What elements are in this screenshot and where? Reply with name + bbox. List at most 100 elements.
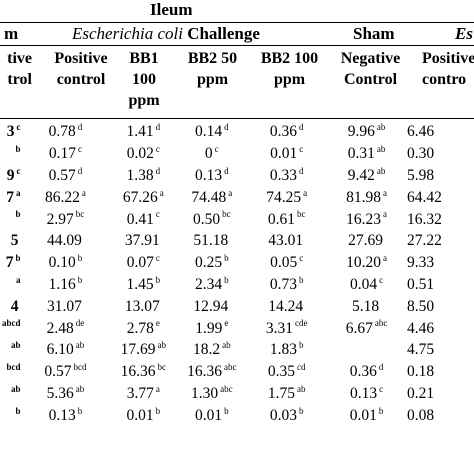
- table-cell: 0.17 c: [21, 143, 111, 165]
- table-cell: 6.46: [407, 121, 474, 143]
- cell-superscript: abc: [220, 383, 233, 394]
- cell-value: 3.31: [265, 319, 293, 337]
- cell-value: 1.41: [126, 123, 154, 141]
- cell-superscript: a: [228, 187, 233, 198]
- table-cell: 2.97 bc: [21, 208, 111, 230]
- cell-value: 0.33: [269, 166, 297, 184]
- cell-value: 7: [5, 254, 14, 272]
- cell-value: 16.36: [187, 363, 222, 381]
- cell-superscript: a: [383, 253, 388, 264]
- cell-value: 1.38: [126, 166, 154, 184]
- cell-superscript: c: [379, 383, 384, 394]
- cell-value: 9.33: [407, 254, 435, 272]
- group-rule: [0, 45, 474, 46]
- cell-superscript: a: [16, 274, 21, 285]
- cell-superscript: b: [299, 274, 304, 285]
- cell-superscript: e: [224, 318, 229, 329]
- table-cell: 0.35 cd: [247, 361, 326, 383]
- cell-superscript: a: [383, 209, 388, 220]
- table-cell: 43.01: [247, 230, 326, 252]
- cell-value: 0.50: [192, 210, 221, 228]
- cell-value: 0.73: [269, 275, 297, 293]
- cell-value: 31.07: [47, 297, 82, 315]
- table-cell: 0.57 bcd: [21, 361, 111, 383]
- cell-value: 0.01: [194, 406, 223, 424]
- cell-value: 5: [10, 232, 19, 250]
- cell-value: 0.61: [267, 210, 295, 228]
- cell-value: 27.69: [348, 232, 384, 250]
- cell-superscript: ab: [11, 383, 21, 394]
- table-cell: 0.78 d: [21, 121, 111, 143]
- table-cell: 0.25 b: [176, 252, 247, 274]
- table-cell: [247, 426, 326, 448]
- table-cell: 86.22 a: [21, 186, 111, 208]
- cell-superscript: d: [224, 122, 229, 133]
- table-cell: 0.61 bc: [247, 208, 326, 230]
- cell-value: 74.48: [191, 188, 227, 206]
- table-cell: 0.50 bc: [176, 208, 247, 230]
- cell-value: 1.45: [126, 275, 154, 293]
- cell-superscript: b: [299, 340, 304, 351]
- cell-value: 6.67: [345, 319, 373, 337]
- cell-value: 0.03: [269, 406, 297, 424]
- cell-superscript: ab: [376, 144, 386, 155]
- col-bb2-100: BB2 100 ppm: [260, 50, 319, 88]
- table-cell: 81.98 a: [326, 186, 407, 208]
- cell-value: 14.24: [268, 297, 304, 315]
- table-cell: 31.07: [21, 295, 111, 317]
- cell-superscript: b: [15, 144, 21, 155]
- cell-value: 67.26: [122, 188, 158, 206]
- table-cell: 0.02 c: [110, 143, 176, 165]
- cell-value: 4.46: [407, 319, 435, 337]
- cell-superscript: a: [303, 187, 308, 198]
- cell-value: 1.30: [190, 384, 219, 402]
- cell-value: 0.57: [44, 363, 72, 381]
- table-row: b 0.17 c 0.02 c 0 c 0.01 c 0.31 ab 0.30: [0, 143, 474, 165]
- table-cell: 0.13 d: [176, 165, 247, 187]
- cell-value: 0.01: [270, 145, 298, 163]
- cell-superscript: a: [383, 187, 388, 198]
- table-cell: 1.41 d: [110, 121, 176, 143]
- col-negative-control: Negative Control: [340, 50, 401, 88]
- cell-value: 2.97: [46, 210, 74, 228]
- cell-superscript: d: [378, 362, 384, 372]
- table-cell: ab: [0, 339, 21, 361]
- cell-value: 18.2: [192, 341, 221, 359]
- table-cell: 14.24: [247, 295, 326, 317]
- cell-superscript: abcd: [2, 318, 21, 329]
- cell-value: 0.57: [48, 166, 76, 184]
- table-cell: 1.45 b: [110, 274, 176, 296]
- cell-superscript: d: [155, 165, 161, 176]
- cell-superscript: d: [299, 122, 304, 133]
- cell-superscript: c: [16, 122, 21, 133]
- cell-value: 0.18: [407, 363, 435, 381]
- table-cell: 0.41 c: [110, 208, 176, 230]
- cell-superscript: d: [77, 165, 83, 176]
- table-cell: 8.50: [407, 295, 474, 317]
- cell-superscript: c: [155, 209, 160, 220]
- col-bb1-100: BB1 100 ppm: [128, 50, 160, 109]
- table-cell: 0.01 b: [176, 404, 247, 426]
- table-cell: 74.48 a: [176, 186, 247, 208]
- cell-value: 86.22: [45, 188, 80, 206]
- table-cell: [326, 426, 407, 448]
- cell-superscript: b: [378, 405, 384, 416]
- cell-value: 5.18: [352, 297, 380, 315]
- table-cell: 27.22: [407, 230, 474, 252]
- cell-superscript: bcd: [73, 362, 87, 372]
- table-cell: 67.26 a: [110, 186, 176, 208]
- cell-superscript: ab: [222, 340, 231, 351]
- cell-superscript: b: [155, 274, 161, 285]
- sham-header: Sham: [353, 24, 395, 43]
- table-cell: 4.75: [407, 339, 474, 361]
- table-row: ab 5.36 ab 3.77 a 1.30 abc 1.75 ab 0.13 c 0.21: [0, 383, 474, 405]
- cell-value: 16.23: [346, 210, 382, 228]
- cell-superscript: c: [78, 144, 82, 155]
- cell-superscript: c: [155, 253, 160, 264]
- table-cell: [21, 426, 111, 448]
- table-cell: 9.33: [407, 252, 474, 274]
- cell-superscript: a: [81, 187, 86, 198]
- table-cell: 1.99 e: [176, 317, 247, 339]
